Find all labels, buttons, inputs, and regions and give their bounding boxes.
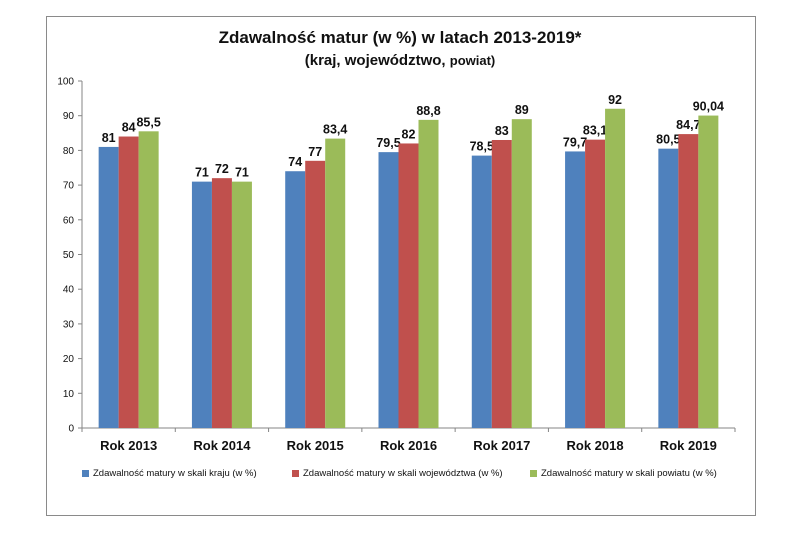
y-tick-label: 20 <box>63 354 75 365</box>
legend-item-wojewodztwo: Zdawalność matury w skali województwa (w… <box>292 468 503 479</box>
y-tick-label: 40 <box>63 285 75 296</box>
data-label: 89 <box>515 103 529 117</box>
data-label: 84 <box>122 121 136 135</box>
bar <box>585 139 606 428</box>
data-label: 80,5 <box>656 133 680 147</box>
data-label: 71 <box>195 166 209 180</box>
bar <box>285 171 306 428</box>
bar <box>418 119 439 428</box>
data-label: 77 <box>308 145 322 159</box>
bar <box>678 134 699 428</box>
y-tick-label: 70 <box>63 181 75 192</box>
x-tick-label: Rok 2015 <box>287 438 344 453</box>
bar <box>491 139 512 429</box>
y-tick-label: 0 <box>68 424 74 435</box>
x-tick-label: Rok 2013 <box>100 438 157 453</box>
legend-item-powiat: Zdawalność matury w skali powiatu (w %) <box>530 468 717 479</box>
x-tick-label: Rok 2016 <box>380 438 437 453</box>
data-label: 72 <box>215 162 229 176</box>
bar <box>231 181 252 428</box>
chart-subtitle-main: (kraj, województwo, <box>304 52 450 69</box>
bar <box>698 115 719 428</box>
data-label: 90,04 <box>693 100 724 114</box>
legend-swatch-powiat <box>530 470 537 477</box>
legend-label-kraj: Zdawalność matury w skali kraju (w %) <box>93 468 257 479</box>
x-tick-label: Rok 2019 <box>660 438 717 453</box>
y-tick-label: 30 <box>63 319 75 330</box>
data-label: 71 <box>235 166 249 180</box>
y-tick-label: 80 <box>63 146 75 157</box>
data-label: 83 <box>495 124 509 138</box>
chart-subtitle: (kraj, województwo, powiat) <box>0 52 800 69</box>
x-tick-label: Rok 2014 <box>193 438 251 453</box>
bar <box>118 136 139 428</box>
bar <box>658 148 679 429</box>
bar <box>511 119 532 429</box>
data-label: 88,8 <box>416 104 440 118</box>
bar <box>325 138 346 429</box>
bar <box>378 152 399 428</box>
legend-label-powiat: Zdawalność matury w skali powiatu (w %) <box>541 468 717 479</box>
data-label: 83,4 <box>323 123 347 137</box>
bar <box>305 160 326 428</box>
data-label: 81 <box>102 131 116 145</box>
data-label: 84,7 <box>676 118 700 132</box>
chart-legend: Zdawalność matury w skali kraju (w %) Zd… <box>60 468 750 488</box>
bar <box>138 131 159 428</box>
data-label: 92 <box>608 93 622 107</box>
x-tick-label: Rok 2018 <box>567 438 624 453</box>
data-label: 85,5 <box>136 115 160 129</box>
bar <box>565 151 586 429</box>
bar <box>471 155 492 429</box>
y-tick-label: 90 <box>63 111 75 122</box>
data-label: 74 <box>288 155 302 169</box>
bar <box>211 178 232 428</box>
data-label: 78,5 <box>470 140 494 154</box>
data-label: 82 <box>402 127 416 141</box>
bar <box>605 108 626 428</box>
legend-item-kraj: Zdawalność matury w skali kraju (w %) <box>82 468 257 479</box>
y-tick-label: 60 <box>63 215 75 226</box>
y-tick-label: 100 <box>57 77 74 88</box>
legend-swatch-kraj <box>82 470 89 477</box>
y-tick-label: 50 <box>63 250 75 261</box>
bar <box>398 143 419 428</box>
bar <box>191 181 212 428</box>
data-label: 79,7 <box>563 135 587 149</box>
legend-swatch-wojewodztwo <box>292 470 299 477</box>
bar <box>98 146 119 428</box>
chart-title: Zdawalność matur (w %) w latach 2013-201… <box>218 28 582 47</box>
legend-label-wojewodztwo: Zdawalność matury w skali województwa (w… <box>303 468 503 479</box>
x-tick-label: Rok 2017 <box>473 438 530 453</box>
data-label: 79,5 <box>376 136 400 150</box>
chart-subtitle-small: powiat) <box>449 53 496 68</box>
y-tick-label: 10 <box>63 389 75 400</box>
data-label: 83,1 <box>583 124 607 138</box>
